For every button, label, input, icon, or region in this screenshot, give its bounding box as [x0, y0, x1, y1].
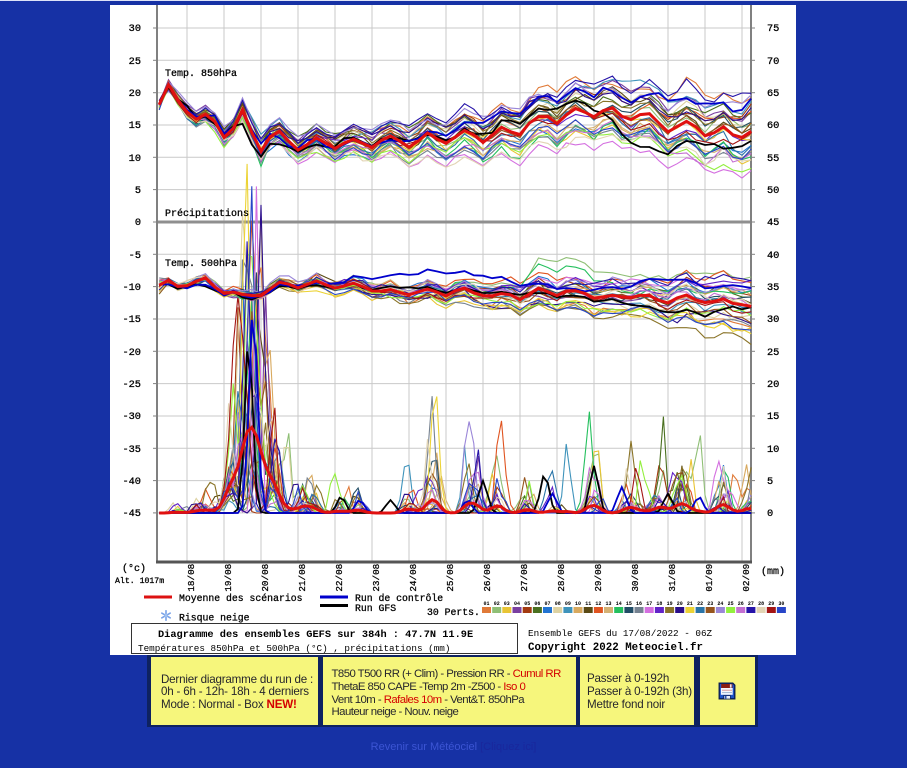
svg-text:Moyenne des scénarios: Moyenne des scénarios	[179, 593, 303, 604]
svg-text:22/08: 22/08	[334, 564, 345, 592]
svg-text:29/08: 29/08	[593, 564, 604, 592]
svg-text:27/08: 27/08	[519, 564, 530, 592]
svg-text:10: 10	[575, 601, 581, 607]
svg-text:-10: -10	[122, 282, 141, 294]
svg-text:30: 30	[767, 314, 779, 326]
svg-text:65: 65	[767, 88, 779, 100]
svg-text:26: 26	[738, 601, 744, 607]
svg-text:30: 30	[778, 601, 784, 607]
svg-text:50: 50	[767, 185, 779, 197]
svg-text:10: 10	[129, 153, 141, 165]
svg-text:22: 22	[697, 601, 703, 607]
svg-text:-30: -30	[122, 411, 141, 423]
svg-text:-35: -35	[122, 444, 141, 456]
svg-text:08: 08	[555, 601, 561, 607]
svg-text:05: 05	[524, 601, 530, 607]
svg-text:Temp. 850hPa: Temp. 850hPa	[165, 68, 237, 80]
svg-text:-20: -20	[122, 347, 141, 359]
svg-text:60: 60	[767, 120, 779, 132]
svg-text:20/08: 20/08	[260, 564, 271, 592]
svg-text:14: 14	[616, 601, 622, 607]
svg-text:21: 21	[687, 601, 693, 607]
svg-text:Diagramme des ensembles GEFS s: Diagramme des ensembles GEFS sur 384h : …	[158, 629, 473, 641]
svg-text:75: 75	[767, 23, 779, 35]
svg-text:23/08: 23/08	[371, 564, 382, 592]
svg-text:(mm): (mm)	[761, 566, 785, 578]
svg-text:Run de contrôle: Run de contrôle	[355, 593, 443, 604]
svg-text:19: 19	[667, 601, 673, 607]
svg-text:24: 24	[717, 601, 723, 607]
svg-text:28/08: 28/08	[556, 564, 567, 592]
svg-text:20: 20	[677, 601, 683, 607]
svg-text:18/08: 18/08	[186, 564, 197, 592]
svg-text:Copyright 2022 Meteociel.fr: Copyright 2022 Meteociel.fr	[528, 642, 703, 654]
svg-text:31/08: 31/08	[667, 564, 678, 592]
svg-text:5: 5	[767, 476, 773, 488]
svg-text:Temp. 500hPa: Temp. 500hPa	[165, 258, 237, 270]
svg-text:07: 07	[544, 601, 550, 607]
svg-text:Risque neige: Risque neige	[179, 613, 250, 624]
svg-text:02/09: 02/09	[741, 564, 752, 592]
svg-text:15: 15	[767, 411, 779, 423]
svg-text:20: 20	[129, 88, 141, 100]
svg-text:Températures 850hPa et 500hPa: Températures 850hPa et 500hPa (°C) , pré…	[138, 643, 450, 654]
svg-text:Alt. 1017m: Alt. 1017m	[115, 576, 164, 586]
svg-text:70: 70	[767, 56, 779, 68]
svg-text:0: 0	[767, 508, 773, 520]
svg-text:0: 0	[135, 217, 141, 229]
svg-text:15: 15	[129, 120, 141, 132]
svg-text:02: 02	[494, 601, 500, 607]
svg-text:-45: -45	[122, 508, 141, 520]
svg-text:03: 03	[504, 601, 510, 607]
svg-text:06: 06	[534, 601, 540, 607]
svg-text:55: 55	[767, 153, 779, 165]
svg-text:25: 25	[767, 347, 779, 359]
svg-text:27: 27	[748, 601, 754, 607]
svg-text:29: 29	[768, 601, 774, 607]
svg-text:5: 5	[135, 185, 141, 197]
svg-text:Précipitations: Précipitations	[165, 208, 249, 220]
svg-text:01: 01	[483, 601, 489, 607]
svg-text:13: 13	[605, 601, 611, 607]
svg-text:20: 20	[767, 379, 779, 391]
svg-text:30 Perts.: 30 Perts.	[427, 607, 480, 618]
svg-text:15: 15	[626, 601, 632, 607]
svg-text:04: 04	[514, 601, 520, 607]
svg-text:28: 28	[758, 601, 764, 607]
svg-text:25: 25	[129, 56, 141, 68]
svg-text:01/09: 01/09	[704, 564, 715, 592]
svg-text:09: 09	[565, 601, 571, 607]
svg-text:12: 12	[595, 601, 601, 607]
svg-text:-25: -25	[122, 379, 141, 391]
svg-text:11: 11	[585, 601, 591, 607]
svg-text:40: 40	[767, 250, 779, 262]
svg-text:30/08: 30/08	[630, 564, 641, 592]
svg-text:25/08: 25/08	[445, 564, 456, 592]
svg-text:-15: -15	[122, 314, 141, 326]
svg-text:18: 18	[656, 601, 662, 607]
svg-text:17: 17	[646, 601, 652, 607]
svg-text:23: 23	[707, 601, 713, 607]
svg-text:21/08: 21/08	[297, 564, 308, 592]
svg-text:-5: -5	[129, 250, 141, 262]
svg-text:35: 35	[767, 282, 779, 294]
svg-text:26/08: 26/08	[482, 564, 493, 592]
svg-text:Run GFS: Run GFS	[355, 603, 396, 614]
svg-text:-40: -40	[122, 476, 141, 488]
svg-text:Ensemble GEFS du 17/08/2022 -: Ensemble GEFS du 17/08/2022 - 06Z	[528, 628, 713, 639]
svg-text:(°c): (°c)	[122, 563, 146, 575]
svg-text:19/08: 19/08	[223, 564, 234, 592]
svg-text:10: 10	[767, 444, 779, 456]
svg-text:24/08: 24/08	[408, 564, 419, 592]
svg-text:45: 45	[767, 217, 779, 229]
svg-text:30: 30	[129, 23, 141, 35]
svg-text:16: 16	[636, 601, 642, 607]
svg-text:25: 25	[728, 601, 734, 607]
